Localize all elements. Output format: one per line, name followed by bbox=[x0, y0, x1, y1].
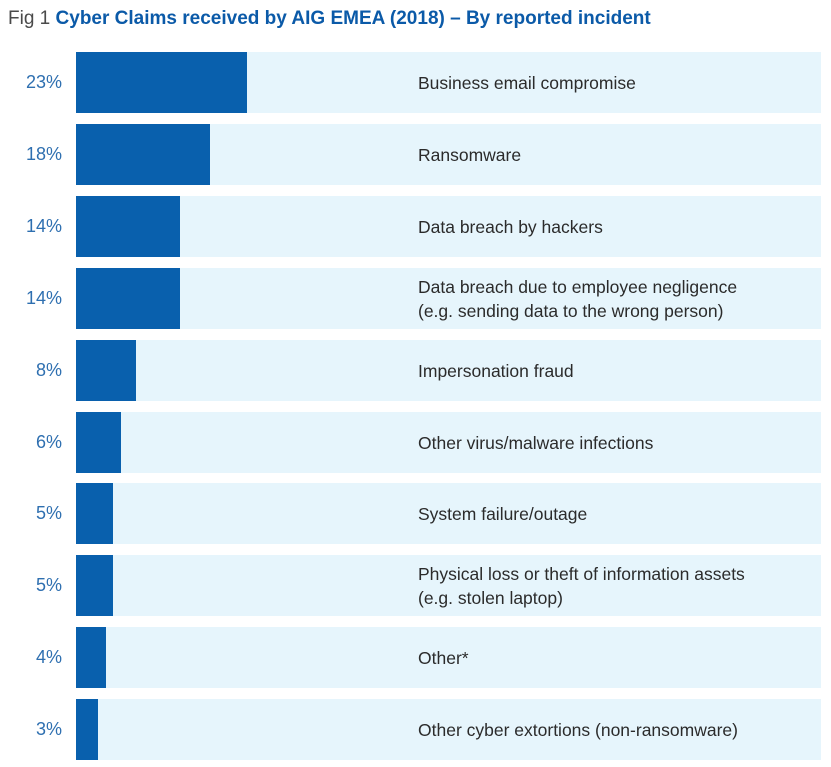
bar bbox=[76, 483, 113, 544]
value-label: 23% bbox=[25, 72, 62, 92]
bar-row: 14% Data breach by hackers bbox=[0, 196, 831, 257]
value-label: 6% bbox=[35, 432, 62, 452]
value-label: 18% bbox=[25, 144, 62, 164]
bar-track bbox=[76, 196, 821, 257]
category-label: Data breach by hackers bbox=[418, 216, 603, 237]
bar bbox=[76, 196, 180, 257]
category-label: Data breach due to employee negligence (… bbox=[418, 276, 738, 321]
bar-row: 14% Data breach due to employee negligenc… bbox=[0, 268, 831, 329]
bar bbox=[76, 124, 210, 185]
bar-row: 5% Physical loss or theft of information … bbox=[0, 555, 831, 616]
category-label: Business email compromise bbox=[418, 72, 636, 93]
bar-track bbox=[76, 555, 821, 616]
chart-title: Fig 1 Cyber Claims received by AIG EMEA … bbox=[8, 6, 651, 32]
value-label: 8% bbox=[35, 360, 62, 380]
bar bbox=[76, 627, 106, 688]
bar bbox=[76, 699, 98, 760]
value-label: 5% bbox=[35, 575, 62, 595]
bar-row: 18% Ransomware bbox=[0, 124, 831, 185]
category-label: Ransomware bbox=[418, 144, 522, 165]
value-label: 4% bbox=[35, 647, 62, 667]
chart-title-text: Cyber Claims received by AIG EMEA (2018)… bbox=[55, 8, 651, 29]
category-label: Other virus/malware infections bbox=[418, 432, 654, 453]
value-label: 5% bbox=[35, 503, 62, 523]
bar-track bbox=[76, 412, 821, 473]
bar-track bbox=[76, 627, 821, 688]
bar-track bbox=[76, 483, 821, 544]
bar bbox=[76, 412, 121, 473]
category-label: System failure/outage bbox=[418, 503, 588, 524]
bar bbox=[76, 268, 180, 329]
category-label: Physical loss or theft of information as… bbox=[418, 563, 745, 608]
bar bbox=[76, 52, 247, 113]
figure-number: Fig 1 bbox=[8, 8, 51, 29]
bar bbox=[76, 555, 113, 616]
category-label: Impersonation fraud bbox=[418, 360, 574, 381]
bar-track bbox=[76, 340, 821, 401]
bar-row: 6% Other virus/malware infections bbox=[0, 412, 831, 473]
value-label: 14% bbox=[25, 288, 62, 308]
bar-row: 8% Impersonation fraud bbox=[0, 340, 831, 401]
value-label: 14% bbox=[25, 216, 62, 236]
category-label: Other* bbox=[418, 647, 469, 668]
bar-track bbox=[76, 699, 821, 760]
bar bbox=[76, 340, 136, 401]
category-label: Other cyber extortions (non-ransomware) bbox=[418, 719, 738, 740]
bar-row: 3% Other cyber extortions (non-ransomware… bbox=[0, 699, 831, 760]
bar-row: 23% Business email compromise bbox=[0, 52, 831, 113]
bar-track bbox=[76, 268, 821, 329]
bar-row: 4% Other* bbox=[0, 627, 831, 688]
value-label: 3% bbox=[35, 719, 62, 739]
bar-row: 5% System failure/outage bbox=[0, 483, 831, 544]
